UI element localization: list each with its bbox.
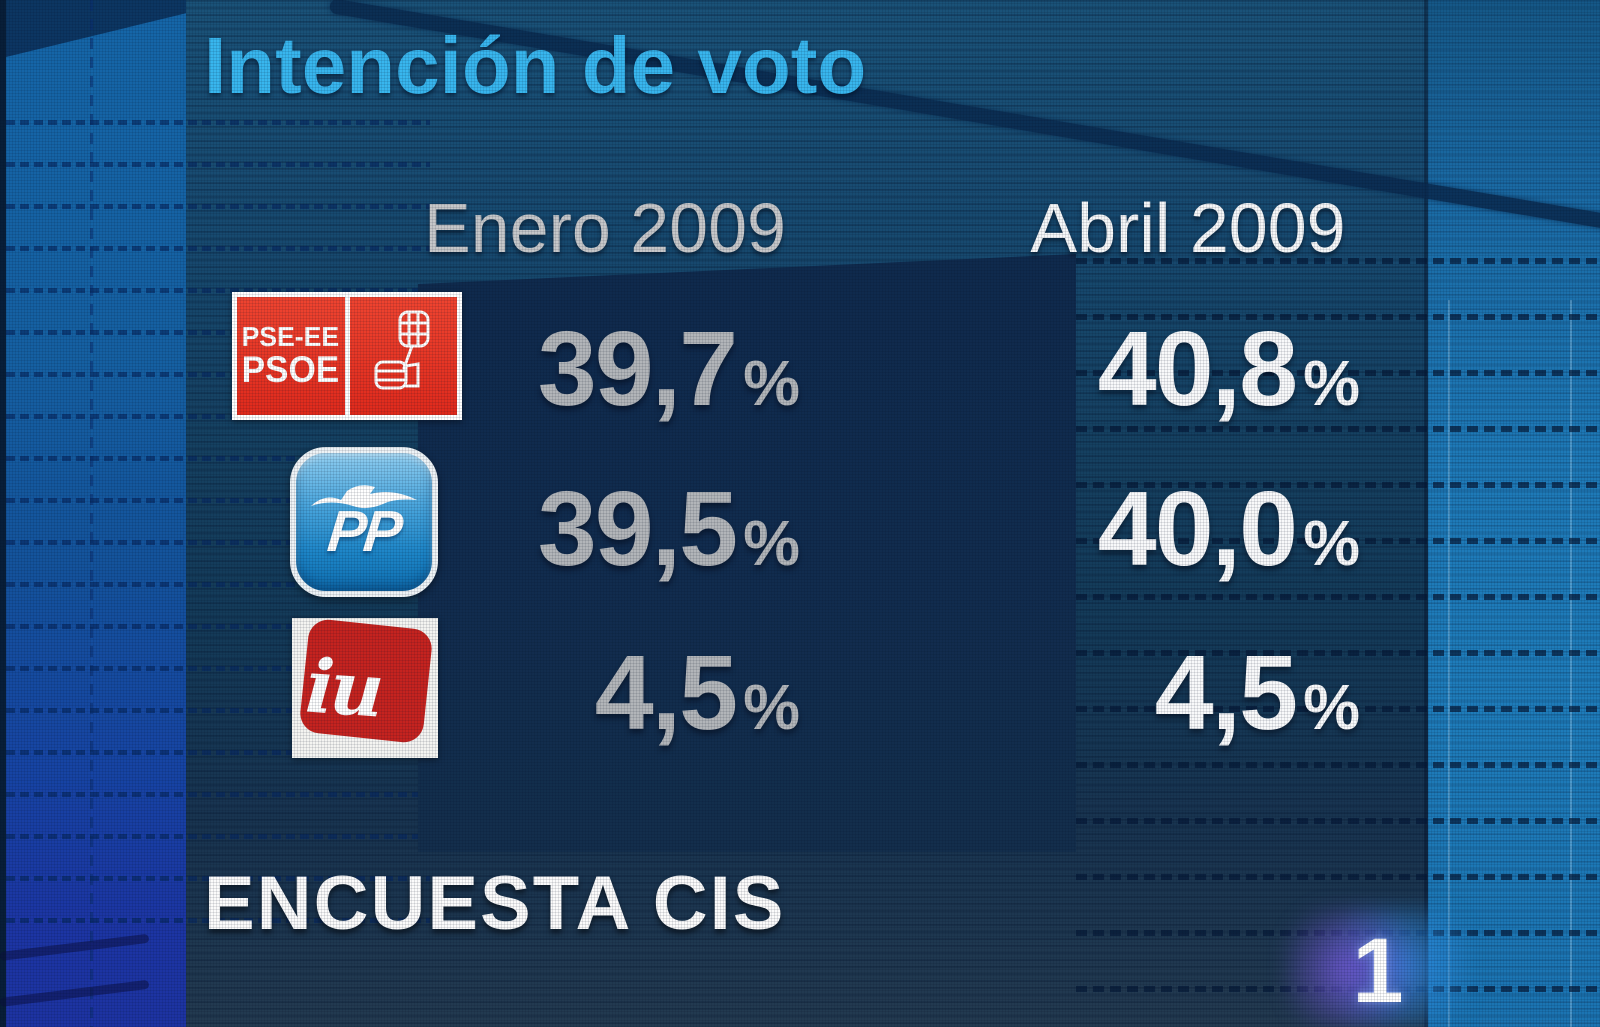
psoe-fist-rose-icon [374, 310, 430, 390]
pp-party-logo: PP [290, 447, 438, 597]
percent-sign: % [1303, 671, 1360, 743]
percent-sign: % [743, 507, 800, 579]
iu-abril-value: 4,5% [1010, 640, 1360, 746]
psoe-logo-emblem-cell [349, 297, 457, 415]
inner-dark-panel [418, 254, 1076, 852]
psoe-abril-value: 40,8% [1010, 316, 1360, 422]
pp-gaviota-icon [311, 485, 417, 508]
column-header-abril: Abril 2009 [1030, 189, 1346, 267]
iu-enero-number: 4,5 [594, 634, 738, 752]
pp-abril-number: 40,0 [1097, 470, 1298, 588]
psoe-party-logo: PSE-EE PSOE [232, 292, 462, 420]
iu-abril-number: 4,5 [1154, 634, 1298, 752]
psoe-abril-number: 40,8 [1097, 310, 1298, 428]
page-title: Intención de voto [204, 21, 867, 110]
pp-logo-text: PP [324, 498, 404, 564]
column-header-enero: Enero 2009 [424, 189, 786, 267]
pp-enero-value: 39,5% [420, 476, 800, 582]
source-label: ENCUESTA CIS [204, 861, 786, 946]
iu-logo-text: iu [303, 643, 383, 735]
percent-sign: % [1303, 347, 1360, 419]
psoe-enero-number: 39,7 [537, 310, 738, 428]
tve-la1-logo: 1 [1352, 920, 1404, 1022]
iu-party-logo: iu [292, 617, 438, 758]
psoe-logo-line1: PSE-EE [241, 320, 340, 352]
iu-enero-value: 4,5% [420, 640, 800, 746]
left-band-top-shade [6, 0, 186, 57]
psoe-logo-text-cell: PSE-EE PSOE [237, 297, 345, 415]
percent-sign: % [1303, 507, 1360, 579]
percent-sign: % [743, 347, 800, 419]
channel-logo-glow [1285, 906, 1470, 1027]
pp-abril-value: 40,0% [1010, 476, 1360, 582]
percent-sign: % [743, 671, 800, 743]
dashed-rows-right [1076, 258, 1600, 1027]
pp-enero-number: 39,5 [537, 470, 738, 588]
psoe-logo-line2: PSOE [241, 349, 340, 391]
psoe-enero-value: 39,7% [420, 316, 800, 422]
